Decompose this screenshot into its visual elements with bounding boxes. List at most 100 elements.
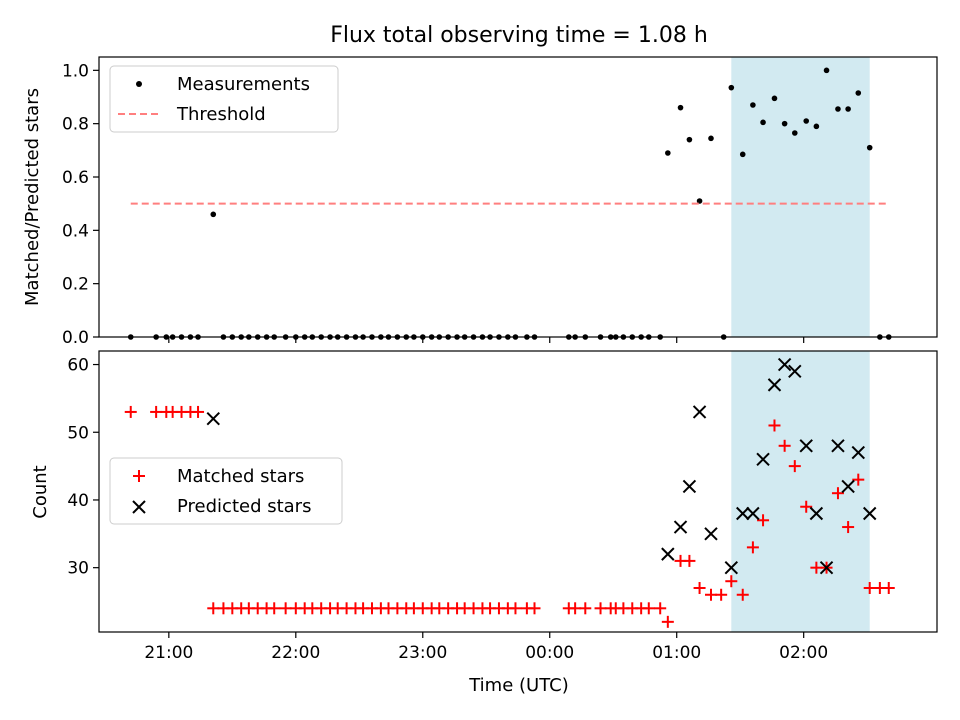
figure-title: Flux total observing time = 1.08 h [330, 23, 708, 48]
matched-stars-point [279, 602, 292, 615]
top-y-axis: 0.0 0.2 0.4 0.6 0.8 1.0 [62, 61, 99, 348]
predicted-stars-point [767, 378, 782, 392]
predicted-stars-point [756, 452, 770, 467]
measurements-point [696, 198, 703, 204]
matched-stars-point [509, 602, 522, 615]
y-tick-label: 0.8 [62, 115, 89, 135]
measurements-point [728, 84, 735, 91]
matched-stars-point [736, 588, 749, 601]
y-tick-label: 0.4 [62, 221, 89, 241]
predicted-stars-point [206, 412, 220, 426]
x-tick-label: 22:00 [271, 643, 320, 663]
measurements-point [845, 106, 851, 112]
top-panel: 0.0 0.2 0.4 0.6 0.8 1.0 Matched/Predicted sta… [22, 56, 938, 348]
y-tick-label: 60 [67, 356, 89, 376]
bottom-y-axis: 30 40 50 60 [67, 356, 99, 579]
top-plot-area [127, 67, 892, 340]
matched-stars-point [268, 602, 281, 615]
predicted-stars-point [851, 445, 865, 460]
matched-stars-point [831, 487, 844, 500]
predicted-stars-point [809, 506, 824, 521]
measurements-point [823, 67, 830, 74]
matched-stars-point [704, 588, 717, 601]
matched-stars-point [746, 541, 759, 554]
predicted-stars-point [799, 439, 813, 453]
matched-stars-point [863, 581, 876, 594]
measurements-point [791, 130, 798, 136]
matched-stars-point [810, 561, 823, 574]
predicted-stars-point [661, 547, 675, 561]
x-tick-label: 00:00 [525, 643, 574, 663]
matched-stars-point [768, 419, 781, 432]
matched-stars-point [800, 500, 813, 513]
predicted-stars-point [724, 560, 739, 575]
measurements-point [665, 150, 671, 156]
x-tick-label: 02:00 [779, 643, 828, 663]
matched-stars-point [842, 521, 855, 534]
measurements-point [781, 120, 788, 127]
measurements-legend-marker [136, 81, 142, 87]
predicted-legend-marker [132, 500, 146, 514]
matched-stars-point [569, 602, 582, 615]
matched-stars-point [778, 439, 791, 452]
predicted-stars-point [777, 357, 792, 372]
legend-matched-label: Matched stars [177, 466, 304, 487]
top-observing-window-shade [731, 57, 870, 337]
y-tick-label: 40 [67, 491, 89, 511]
predicted-stars-point [682, 479, 697, 494]
legend-measurements-label: Measurements [177, 74, 310, 95]
predicted-stars-point [819, 560, 834, 575]
predicted-stars-point [831, 439, 845, 453]
matched-stars-point [207, 602, 220, 615]
measurements-point [210, 211, 217, 218]
predicted-stars-point [692, 405, 707, 419]
predicted-stars-point [673, 520, 688, 534]
matched-stars-point [124, 405, 137, 418]
matched-stars-point [788, 460, 801, 473]
y-tick-label: 30 [67, 559, 89, 579]
bottom-plot-area [124, 357, 895, 628]
predicted-stars-point [704, 527, 718, 541]
measurements-point [708, 135, 714, 142]
measurements-point [771, 95, 778, 102]
measurements-point [686, 136, 693, 143]
bottom-observing-window-shade [731, 351, 870, 632]
measurements-point [677, 104, 684, 111]
matched-stars-point [528, 602, 541, 615]
matched-stars-point [661, 615, 674, 628]
matched-stars-point [852, 473, 865, 486]
matched-stars-point [642, 602, 655, 615]
legend-predicted-label: Predicted stars [177, 496, 311, 517]
matched-stars-point [683, 554, 696, 567]
measurements-point [803, 118, 810, 124]
matched-stars-point [757, 514, 770, 527]
y-tick-label: 50 [67, 423, 89, 443]
measurements-point [855, 90, 862, 96]
bottom-x-axis: 21:00 22:00 23:00 00:00 01:00 02:00 [144, 632, 828, 663]
y-tick-label: 0.6 [62, 168, 89, 188]
predicted-stars-point [736, 506, 750, 521]
y-tick-label: 1.0 [62, 61, 89, 81]
measurements-point [866, 144, 873, 151]
y-tick-label: 0.2 [62, 275, 89, 295]
matched-stars-point [882, 581, 895, 594]
matched-stars-point [725, 575, 738, 588]
measurements-point [739, 151, 746, 158]
measurements-point [835, 106, 841, 112]
top-legend: Measurements Threshold [109, 65, 339, 133]
matched-stars-point [654, 602, 667, 615]
top-legend-box [109, 65, 339, 133]
x-tick-label: 23:00 [398, 643, 447, 663]
matched-stars-point [192, 405, 205, 418]
matched-legend-marker [133, 470, 145, 482]
predicted-stars-point [788, 364, 802, 379]
measurements-point [760, 119, 766, 126]
matched-stars-point [579, 602, 592, 615]
x-tick-label: 01:00 [652, 643, 701, 663]
matched-stars-point [150, 405, 163, 418]
predicted-stars-point [746, 506, 760, 521]
bottom-legend-box [109, 457, 343, 525]
bottom-y-axis-label: Count [30, 465, 51, 518]
